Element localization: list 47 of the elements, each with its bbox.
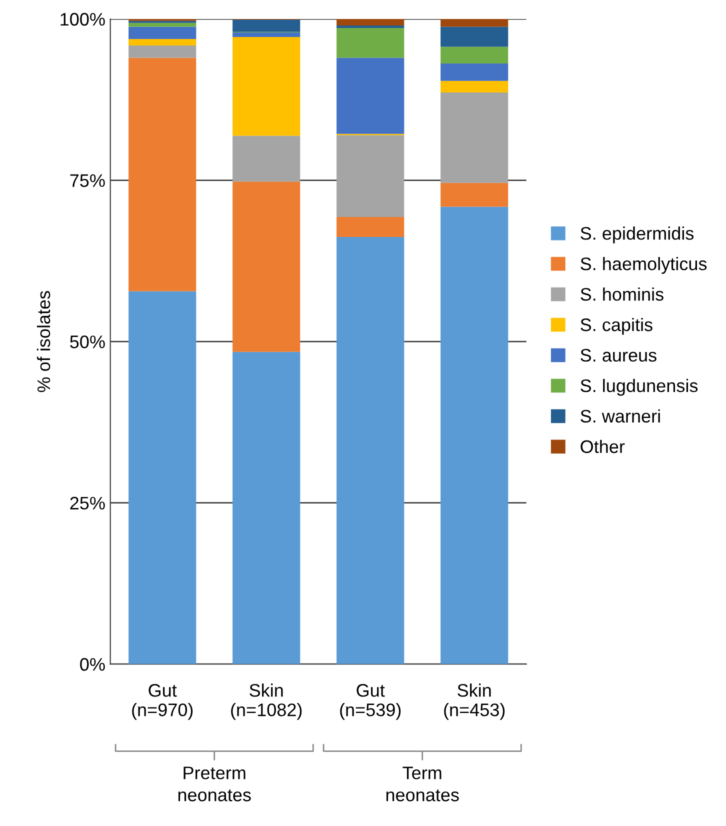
y-axis-title: % of isolates <box>36 291 50 392</box>
legend-label: S. capitis <box>580 318 652 335</box>
bar <box>336 25 404 28</box>
x-tick-label: Skin (n=453) <box>444 684 505 720</box>
legend-label: S. lugdunensis <box>580 378 698 396</box>
bar <box>128 38 196 46</box>
text: Preterm neonates <box>178 766 251 802</box>
bar <box>128 58 196 292</box>
bar <box>128 291 196 664</box>
bar <box>440 64 508 81</box>
bar <box>440 19 508 27</box>
bar <box>128 45 196 58</box>
legend-label: S. aureus <box>580 348 656 362</box>
bar <box>336 19 404 26</box>
legend-label: Other <box>580 440 625 454</box>
y-tick-label: 50% <box>70 335 105 348</box>
bar <box>440 182 508 207</box>
bar <box>336 58 404 134</box>
legend-label: S. epidermidis <box>580 226 694 244</box>
bar <box>440 92 508 183</box>
bar <box>440 26 508 47</box>
bar <box>336 135 404 218</box>
bar <box>232 352 300 664</box>
y-tick-label: 100% <box>60 12 105 26</box>
x-tick-label: Gut (n=539) <box>340 684 401 720</box>
bar <box>232 37 300 136</box>
y-tick-label: 75% <box>70 174 105 187</box>
bar <box>128 26 196 39</box>
text: Term neonates <box>386 766 459 802</box>
x-tick-label: Skin (n=1082) <box>231 684 302 720</box>
legend-label: S. haemolyticus <box>580 257 707 274</box>
bar <box>128 22 196 27</box>
bar <box>336 217 404 238</box>
legend-label: S. warneri <box>580 409 660 423</box>
bar <box>232 32 300 38</box>
x-tick-label: Gut (n=970) <box>132 684 193 720</box>
y-tick-label: 0% <box>80 658 105 671</box>
bar <box>232 20 300 32</box>
bar <box>440 80 508 93</box>
bar <box>440 206 508 664</box>
bar <box>232 182 300 352</box>
y-tick-label: 25% <box>70 496 105 510</box>
bar <box>440 46 508 64</box>
bar <box>232 136 300 182</box>
legend-label: S. hominis <box>580 287 664 301</box>
bar <box>336 237 404 664</box>
bar <box>336 28 404 58</box>
